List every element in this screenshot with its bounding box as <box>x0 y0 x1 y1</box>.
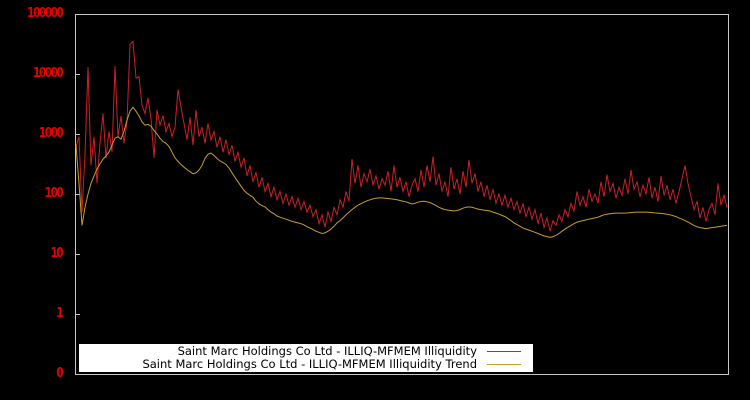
legend-line-sample-red <box>487 351 521 352</box>
legend-row-illiquidity: Saint Marc Holdings Co Ltd - ILLIQ-MFMEM… <box>79 345 521 358</box>
y-tick-label: 100000 <box>27 6 64 21</box>
y-tick-label: 10 <box>50 246 64 261</box>
legend-line-sample-gold <box>487 364 521 365</box>
series-line <box>75 106 728 238</box>
y-tick-label: 1 <box>56 306 64 321</box>
series-line <box>75 40 728 232</box>
y-tick-label: 0 <box>56 366 64 381</box>
plot-border <box>75 14 729 375</box>
y-tick-label: 10000 <box>32 66 64 81</box>
axis-tick-marks <box>75 14 80 375</box>
legend-label-trend: Saint Marc Holdings Co Ltd - ILLIQ-MFMEM… <box>142 357 477 371</box>
legend-label-illiquidity: Saint Marc Holdings Co Ltd - ILLIQ-MFMEM… <box>177 344 477 358</box>
y-tick-label: 1000 <box>38 126 64 141</box>
y-tick-label: 100 <box>44 186 64 201</box>
data-series-lines <box>75 40 728 238</box>
legend-row-trend: Saint Marc Holdings Co Ltd - ILLIQ-MFMEM… <box>79 358 521 371</box>
legend: Saint Marc Holdings Co Ltd - ILLIQ-MFMEM… <box>79 344 533 372</box>
